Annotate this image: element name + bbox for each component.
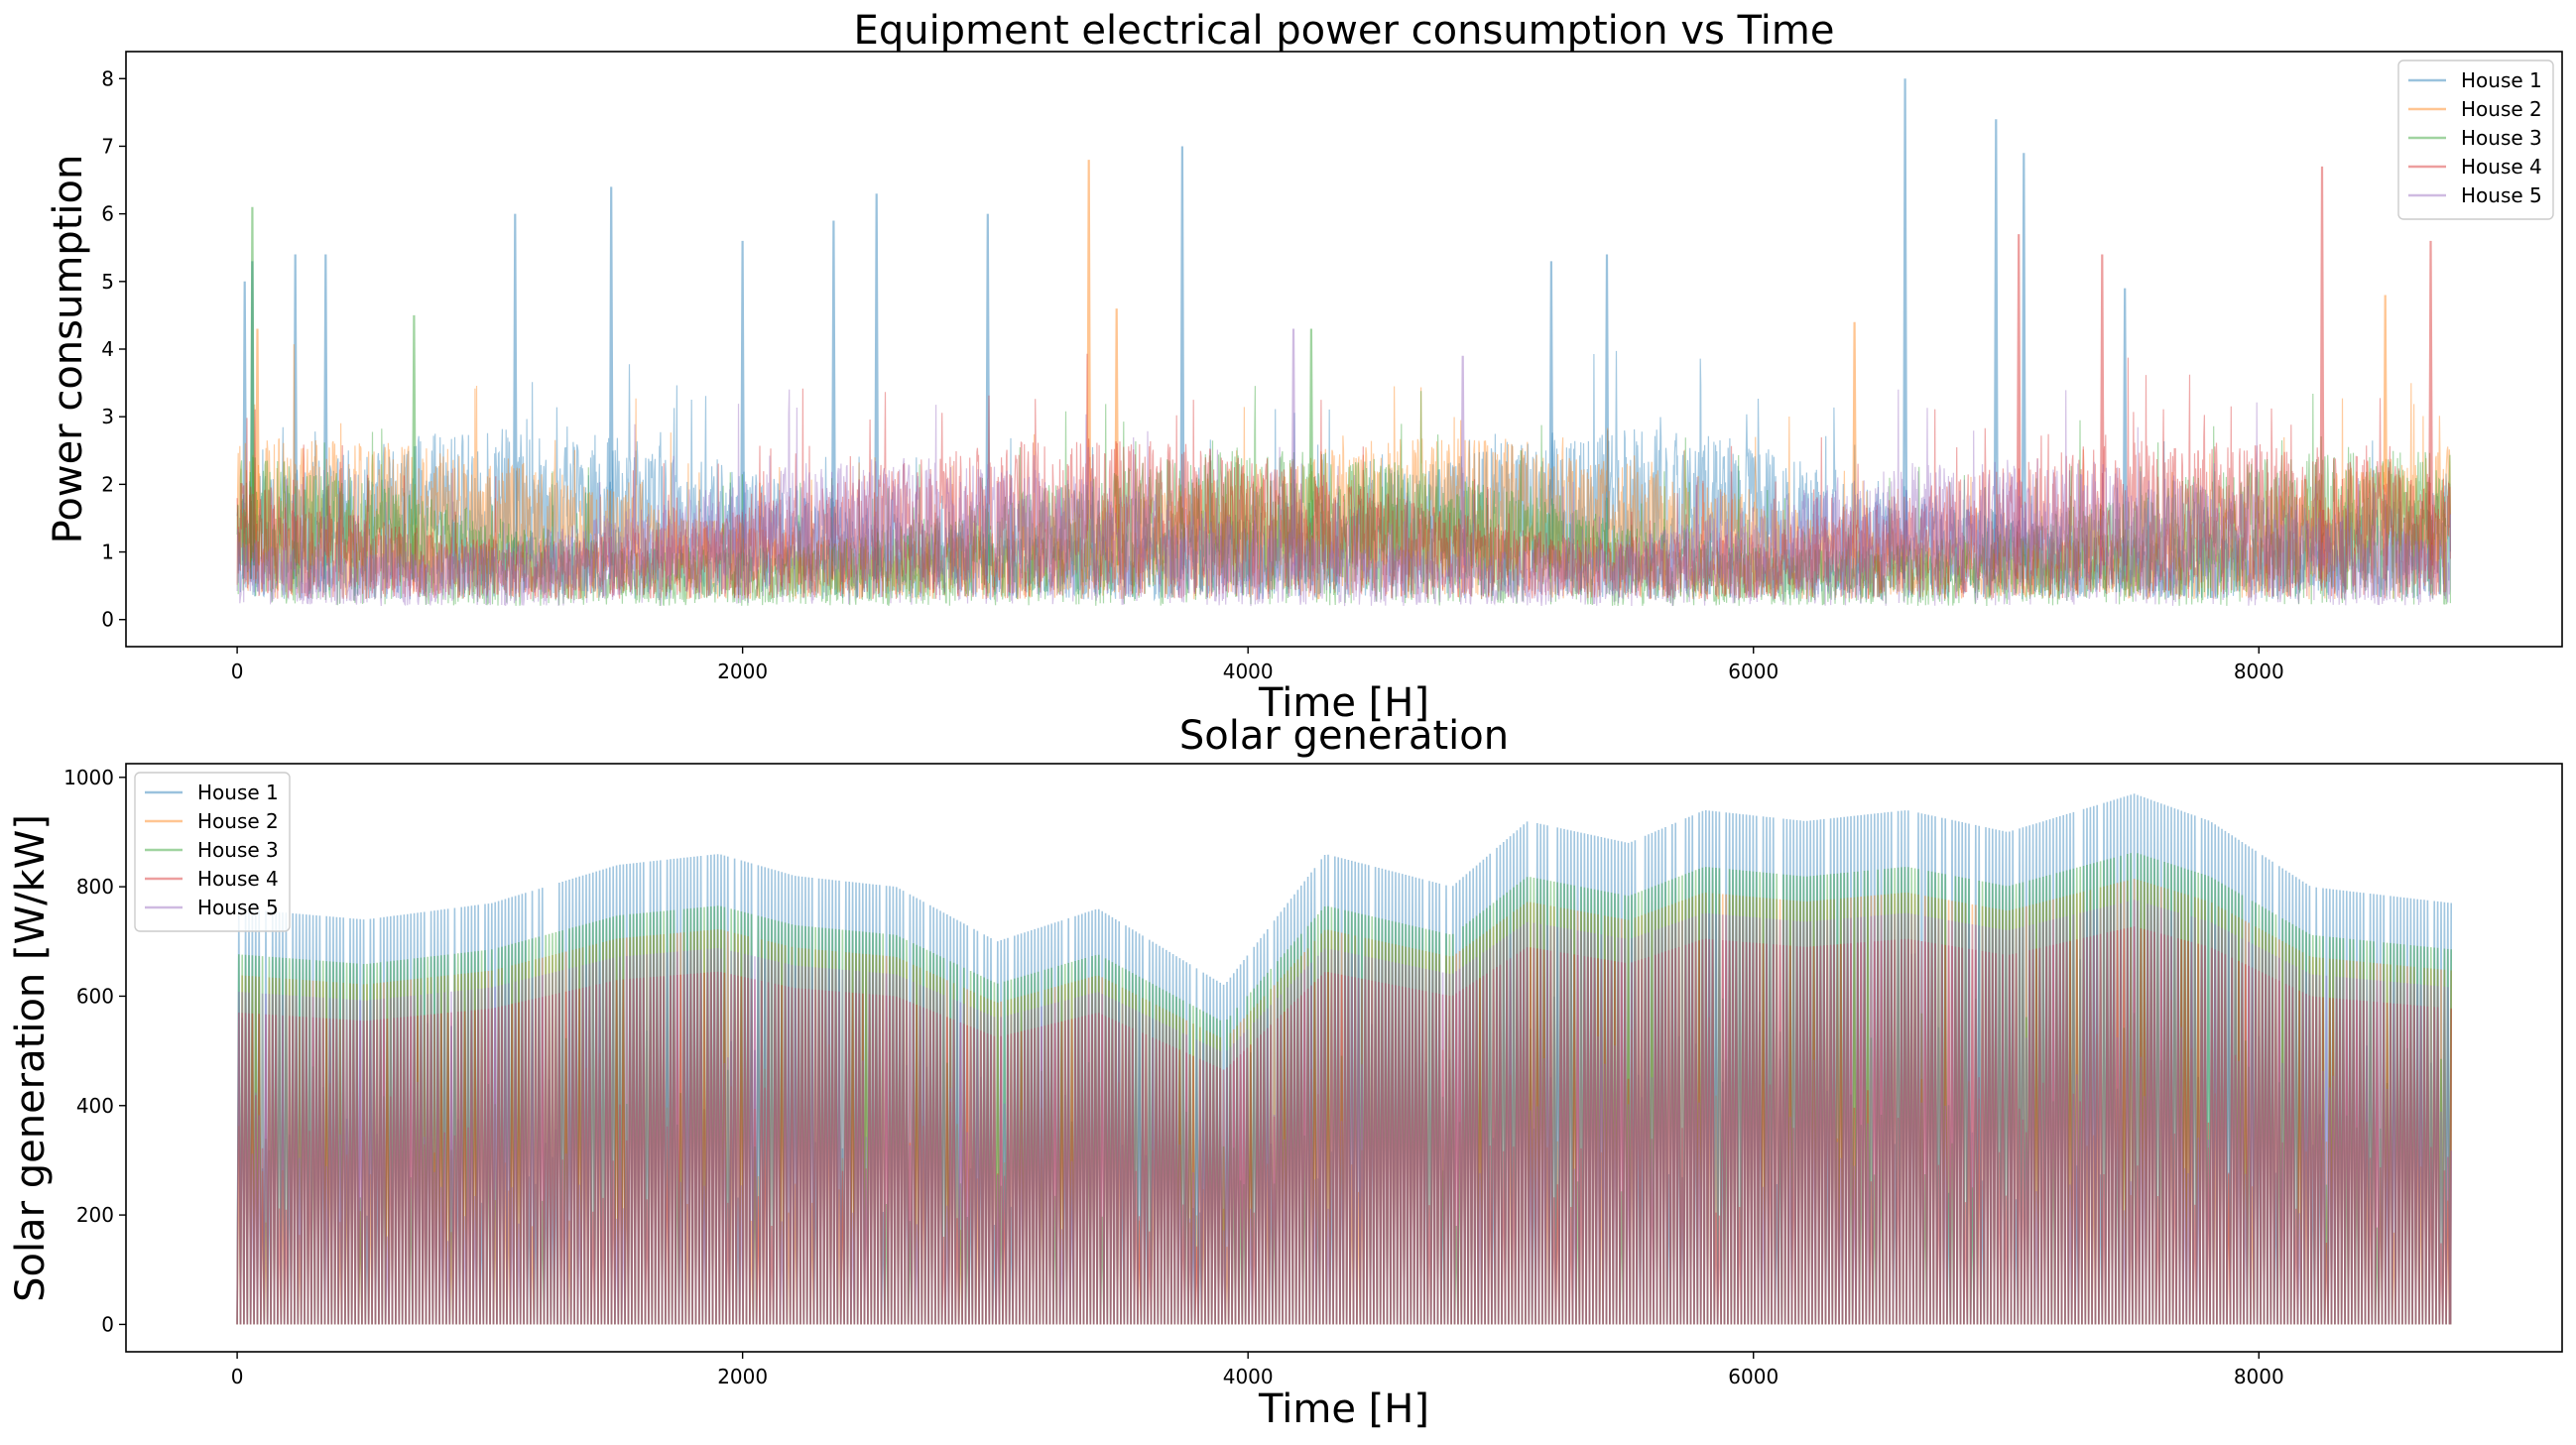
series-line [236, 926, 2452, 1325]
series-peak [1548, 261, 1554, 579]
series-line [236, 878, 2452, 1325]
series-peak [830, 220, 836, 579]
legend-entry: House 1 [2461, 68, 2542, 92]
y-tick-label: 0 [101, 608, 114, 632]
series-peak [2016, 234, 2022, 579]
x-axis-label: Time [H] [1258, 680, 1429, 726]
series-line [236, 386, 2451, 607]
x-tick-label: 6000 [1728, 1365, 1779, 1388]
series-peak [1902, 78, 1908, 579]
y-tick-label: 1 [101, 541, 114, 564]
y-tick-label: 8 [101, 66, 114, 90]
series-line [236, 353, 2451, 601]
chart-solar-generation: Solar generation 0 2000 4000 6000 8000 0 200 4… [8, 713, 2563, 1432]
y-tick-label: 5 [101, 270, 114, 294]
series-peak [1179, 146, 1185, 579]
series-peak [1114, 308, 1120, 579]
y-tick-label: 6 [101, 202, 114, 226]
x-tick-label: 8000 [2234, 1365, 2284, 1388]
legend-entry: House 3 [197, 838, 279, 862]
series-peak [2021, 153, 2026, 579]
chart-power-consumption: Equipment electrical power consumption v… [46, 8, 2563, 726]
series-peak [411, 314, 417, 579]
legend-entry: House 5 [197, 896, 279, 919]
legend: House 1 House 2 House 3 House 4 House 5 [2397, 60, 2554, 220]
plot-frame [125, 763, 2563, 1353]
y-tick-label: 600 [76, 984, 114, 1008]
series-line [236, 900, 2452, 1325]
y-tick-label: 0 [101, 1312, 114, 1336]
y-tick-label: 3 [101, 405, 114, 428]
series-line [236, 793, 2452, 1325]
series-peak [1308, 328, 1314, 579]
series-peak [242, 281, 248, 579]
series-peak [740, 240, 746, 579]
y-tick-label: 400 [76, 1094, 114, 1118]
series-peak [2122, 288, 2128, 579]
x-tick-label: 0 [231, 1365, 244, 1388]
y-tick-label: 4 [101, 337, 114, 361]
series-peak [1460, 355, 1466, 579]
y-tick-label: 800 [76, 875, 114, 899]
series-peak [2319, 166, 2325, 579]
y-tick-label: 7 [101, 134, 114, 158]
series-peak [2099, 254, 2105, 579]
x-ticks: 0 2000 4000 6000 8000 [231, 647, 2284, 683]
series-group [236, 793, 2452, 1325]
series-peak [2383, 295, 2389, 579]
x-tick-label: 4000 [1223, 660, 1274, 683]
series-line [236, 350, 2451, 602]
legend-entry: House 4 [2461, 155, 2542, 179]
x-tick-label: 2000 [717, 1365, 768, 1388]
series-peak [293, 254, 299, 579]
series-peak [1993, 119, 1999, 579]
x-tick-label: 8000 [2234, 660, 2284, 683]
legend-entry: House 4 [197, 867, 279, 891]
series-line [236, 853, 2452, 1325]
y-ticks: 0 200 400 600 800 1000 [63, 766, 126, 1336]
series-peak [254, 328, 261, 579]
legend: House 1 House 2 House 3 House 4 House 5 [134, 772, 291, 932]
y-ticks: 0 1 2 3 4 5 6 7 8 [101, 66, 126, 632]
series-peak [985, 213, 991, 579]
series-peak [249, 261, 255, 579]
series-peak [322, 254, 328, 579]
legend-box [134, 772, 291, 932]
series-peak [608, 186, 614, 579]
y-tick-label: 1000 [63, 766, 114, 789]
legend-entry: House 2 [2461, 97, 2542, 121]
y-tick-label: 200 [76, 1203, 114, 1227]
series-peak [874, 193, 880, 579]
y-axis-label: Power consumption [46, 155, 91, 544]
series-line [236, 389, 2451, 607]
series-line [236, 344, 2451, 600]
x-tick-label: 4000 [1223, 1365, 1274, 1388]
y-tick-label: 2 [101, 472, 114, 496]
x-tick-label: 6000 [1728, 660, 1779, 683]
x-tick-label: 2000 [717, 660, 768, 683]
series-peak [1086, 160, 1092, 579]
series-peak [2427, 240, 2434, 579]
y-axis-label: Solar generation [W/kW] [8, 814, 54, 1302]
series-group [236, 78, 2451, 607]
legend-entry: House 2 [197, 809, 279, 833]
legend-entry: House 3 [2461, 126, 2542, 150]
series-peak [1852, 321, 1858, 579]
x-ticks: 0 2000 4000 6000 8000 [231, 1352, 2284, 1388]
legend-entry: House 5 [2461, 183, 2542, 207]
x-tick-label: 0 [231, 660, 244, 683]
legend-box [2397, 60, 2554, 220]
x-axis-label: Time [H] [1258, 1386, 1429, 1432]
series-peak [249, 206, 255, 579]
series-peak [512, 213, 518, 579]
chart-title: Equipment electrical power consumption v… [854, 8, 1835, 54]
chart-title: Solar generation [1179, 713, 1509, 759]
legend-entry: House 1 [197, 781, 279, 804]
series-peak [1290, 328, 1296, 579]
series-peak [1604, 254, 1610, 579]
